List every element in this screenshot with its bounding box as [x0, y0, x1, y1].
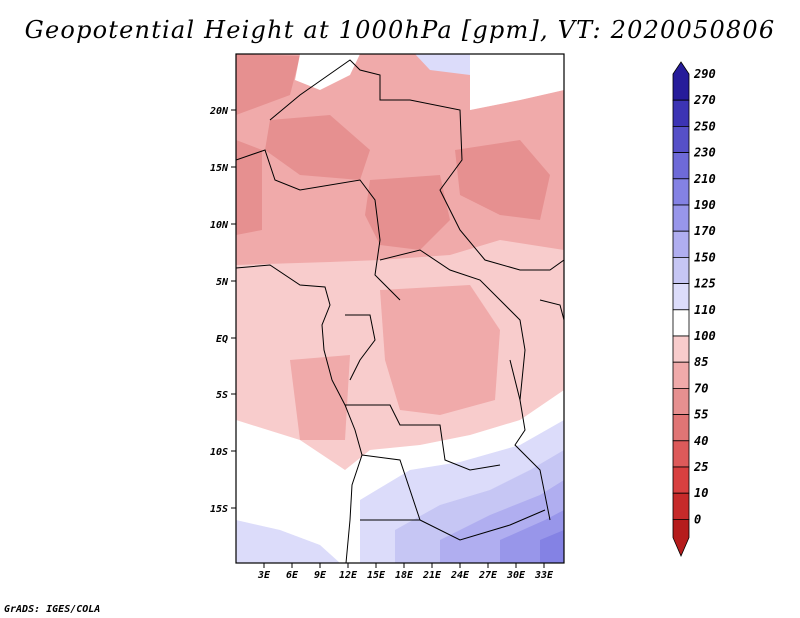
colorbar-label: 250 [693, 119, 716, 133]
colorbar-swatch [672, 256, 690, 284]
lat-label: 15S [210, 504, 228, 515]
field-85-central [380, 285, 500, 415]
lat-label: EQ [216, 334, 228, 345]
colorbar-label: 70 [694, 381, 708, 395]
lat-label: 5N [216, 277, 229, 288]
lon-label: 12E [339, 570, 358, 581]
border-angola [360, 454, 421, 521]
lon-label: 3E [257, 570, 271, 581]
colorbar-swatch [672, 492, 690, 520]
colorbar-swatch [672, 335, 690, 363]
map-borders [236, 54, 564, 563]
lon-label: 9E [314, 570, 327, 581]
lon-label: 24E [450, 570, 470, 581]
lon-label: 33E [534, 570, 554, 581]
colorbar-swatch [672, 414, 690, 442]
colorbar: 2902702502302101901701501251101008570554… [672, 61, 716, 558]
colorbar-swatch [672, 61, 690, 101]
chart-title: Geopotential Height at 1000hPa [gpm], VT… [24, 16, 776, 44]
colorbar-label: 190 [694, 198, 716, 212]
colorbar-swatch [672, 283, 690, 311]
lon-label: 21E [422, 570, 442, 581]
border-east [509, 359, 551, 521]
colorbar-swatch [672, 152, 690, 180]
contour-field [236, 54, 564, 563]
border-north [269, 59, 564, 271]
field-110-ne [470, 54, 564, 110]
field-70-west [236, 140, 262, 235]
colorbar-label: 170 [694, 224, 716, 238]
lat-label: 10S [210, 447, 228, 458]
colorbar-label: 10 [694, 486, 708, 500]
field-85-sw [290, 355, 350, 440]
colorbar-label: 290 [693, 67, 716, 81]
border-sahel [236, 149, 401, 301]
colorbar-label: 0 [694, 512, 701, 526]
field-70-a [265, 115, 370, 180]
colorbar-swatch [672, 204, 690, 232]
border-gabon [345, 314, 376, 381]
colorbar-swatch [672, 99, 690, 127]
coastline-west [236, 264, 363, 563]
lat-label: 10N [210, 220, 229, 231]
field-125-sw [236, 520, 340, 563]
grads-credit: GrADS: IGES/COLA [4, 604, 101, 615]
lat-axis: 20N 15N 10N 5N EQ 5S 10S 15S [209, 106, 236, 515]
colorbar-label: 210 [693, 172, 716, 186]
lon-label: 27E [478, 570, 498, 581]
border-zambia [419, 509, 546, 541]
field-70-c [455, 140, 550, 220]
field-110-n1 [295, 54, 360, 90]
colorbar-swatch [672, 519, 690, 558]
field-85 [236, 54, 564, 265]
field-125-n [415, 54, 470, 75]
lat-label: 20N [209, 106, 229, 117]
colorbar-label: 230 [693, 146, 716, 160]
field-210 [540, 530, 564, 563]
field-70-b [365, 175, 450, 250]
map-frame [235, 53, 565, 564]
colorbar-swatch [672, 387, 690, 415]
colorbar-swatch [672, 466, 690, 494]
lon-axis: 3E 6E 9E 12E 15E 18E 21E 24E 27E 30E 33E [257, 563, 554, 581]
border-ke [539, 299, 564, 321]
lon-label: 15E [367, 570, 386, 581]
lat-label: 15N [210, 163, 229, 174]
colorbar-swatch [672, 126, 690, 154]
colorbar-label: 55 [694, 408, 708, 422]
colorbar-label: 85 [694, 355, 708, 369]
field-70-nw [236, 54, 300, 115]
colorbar-label: 40 [694, 434, 708, 448]
colorbar-label: 110 [694, 303, 716, 317]
lon-label: 30E [506, 570, 526, 581]
colorbar-label: 125 [694, 277, 716, 291]
colorbar-swatch [672, 230, 690, 258]
lon-label: 18E [395, 570, 414, 581]
colorbar-swatch [672, 309, 690, 337]
colorbar-label: 100 [694, 329, 716, 343]
border-central [379, 249, 526, 401]
lon-label: 6E [286, 570, 299, 581]
colorbar-swatch [672, 361, 690, 389]
colorbar-label: 150 [694, 250, 716, 264]
lat-label: 5S [216, 390, 228, 401]
colorbar-label: 270 [693, 93, 716, 107]
colorbar-swatch [672, 178, 690, 206]
colorbar-label: 25 [693, 460, 708, 474]
colorbar-swatch [672, 440, 690, 468]
border-drc-south [345, 404, 501, 471]
